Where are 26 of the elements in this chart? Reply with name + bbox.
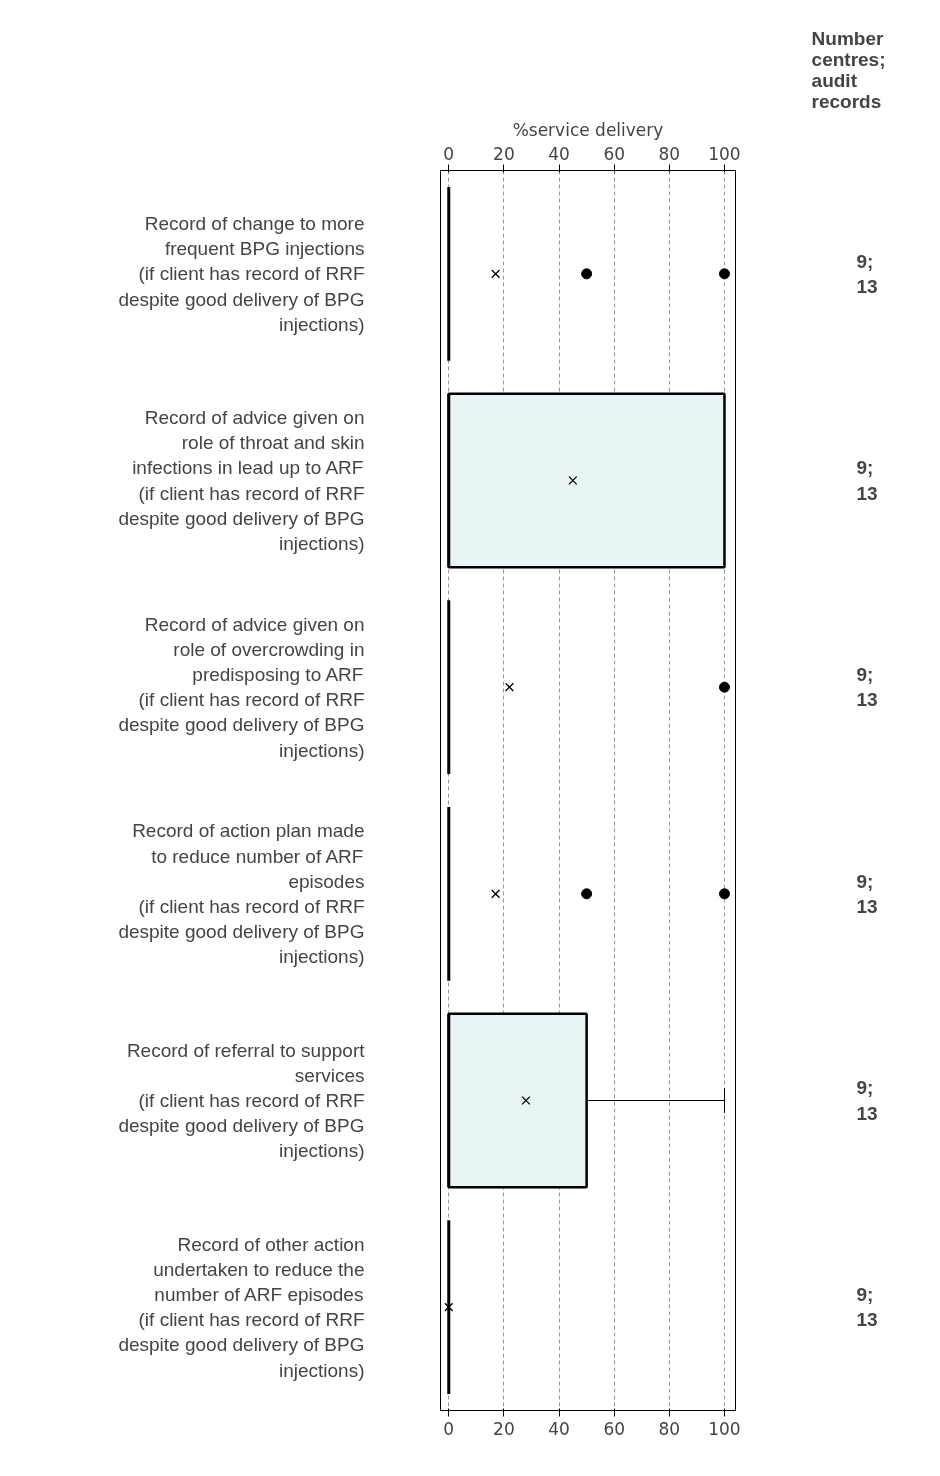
x2-tick-label: 40 — [548, 1418, 570, 1439]
x2-tick-label: 80 — [658, 1418, 681, 1439]
x2-tick-label: 60 — [603, 1418, 626, 1439]
x2-axis-title: %service delivery — [512, 119, 664, 140]
x2-tick-label: 20 — [493, 1418, 515, 1439]
x2-tick-label: 0 — [443, 1418, 455, 1439]
text: 9; 13 — [856, 250, 878, 297]
y-tick-label: Record of referral to support services (if client has record of RRF despite good delivery of BPG injections) — [118, 1039, 366, 1162]
x-tick-label: 40 — [548, 143, 570, 164]
text: 9; 13 — [856, 1077, 878, 1124]
y-tick-label: Record of other action undertaken to reduce the number of ARF episodes (if client has record of RRF despite good delivery of BPG injections) — [118, 1233, 365, 1381]
y-tick-label: Record of action plan made to reduce number of ARF episodes (if client has record of RRF despite good delivery of BPG injections) — [118, 820, 365, 968]
x-tick-label: 20 — [493, 143, 515, 164]
x-tick-label: 60 — [603, 143, 626, 164]
y-tick-label: Record of change to more frequent BPG injections (if client has record of RRF despite good delivery of BPG injections) — [118, 212, 365, 335]
x2-tick-label: 100 — [708, 1418, 741, 1439]
text: 9; 13 — [856, 1284, 878, 1331]
text: Number centres; audit records — [811, 27, 886, 112]
x-tick-label: 100 — [708, 143, 741, 164]
x-tick-label: 0 — [443, 143, 455, 164]
x-tick-label: 80 — [658, 143, 681, 164]
text: 9; 13 — [856, 457, 878, 504]
text: 9; 13 — [856, 664, 878, 711]
text: 9; 13 — [856, 870, 878, 917]
y-tick-label: Record of advice given on role of throat and skin infections in lead up to ARF (if client has record of RRF despite good delivery of BPG injections) — [118, 407, 365, 554]
y-tick-label: Record of advice given on role of overcrowding in predisposing to ARF (if client has record of RRF despite good delivery of BPG injections) — [118, 613, 365, 761]
